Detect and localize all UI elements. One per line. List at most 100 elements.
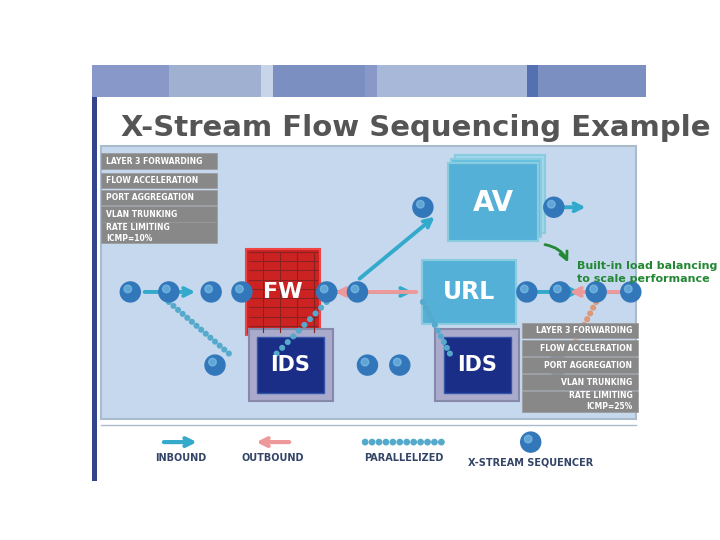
Circle shape — [436, 328, 440, 333]
Circle shape — [185, 315, 189, 320]
Circle shape — [205, 285, 212, 293]
Circle shape — [432, 440, 437, 445]
Circle shape — [361, 359, 369, 366]
Circle shape — [319, 306, 323, 310]
Circle shape — [369, 440, 375, 445]
Circle shape — [199, 327, 204, 332]
Text: X-Stream Flow Sequencing Example: X-Stream Flow Sequencing Example — [121, 114, 711, 142]
Circle shape — [351, 285, 359, 293]
Circle shape — [297, 328, 301, 333]
Circle shape — [420, 300, 426, 304]
Circle shape — [313, 311, 318, 316]
FancyBboxPatch shape — [257, 338, 324, 393]
Text: FLOW ACCELERATION: FLOW ACCELERATION — [107, 176, 199, 185]
Text: AV: AV — [473, 190, 514, 218]
FancyBboxPatch shape — [92, 65, 168, 97]
FancyBboxPatch shape — [539, 65, 647, 97]
FancyBboxPatch shape — [448, 163, 538, 241]
Circle shape — [586, 282, 606, 302]
Circle shape — [417, 200, 424, 208]
FancyBboxPatch shape — [101, 146, 636, 419]
Circle shape — [176, 308, 180, 312]
Circle shape — [235, 285, 243, 293]
Circle shape — [124, 285, 132, 293]
Circle shape — [212, 339, 217, 344]
Circle shape — [438, 334, 444, 339]
Circle shape — [621, 282, 641, 302]
Circle shape — [324, 300, 329, 304]
Circle shape — [594, 300, 598, 304]
Circle shape — [585, 317, 590, 321]
Circle shape — [579, 328, 583, 333]
Circle shape — [274, 351, 279, 356]
FancyBboxPatch shape — [101, 173, 217, 188]
Circle shape — [377, 440, 382, 445]
Circle shape — [163, 285, 170, 293]
FancyBboxPatch shape — [451, 159, 541, 237]
Circle shape — [425, 440, 431, 445]
Circle shape — [426, 311, 431, 316]
Text: IDS: IDS — [271, 355, 310, 375]
Circle shape — [159, 282, 179, 302]
FancyBboxPatch shape — [261, 65, 273, 97]
FancyBboxPatch shape — [377, 65, 527, 97]
Circle shape — [180, 312, 185, 316]
Circle shape — [189, 320, 194, 324]
Circle shape — [362, 440, 368, 445]
FancyBboxPatch shape — [101, 190, 217, 205]
Circle shape — [433, 322, 437, 327]
FancyBboxPatch shape — [101, 206, 217, 222]
FancyBboxPatch shape — [422, 260, 516, 323]
Circle shape — [394, 359, 401, 366]
Circle shape — [624, 285, 632, 293]
Circle shape — [548, 355, 567, 375]
Circle shape — [418, 440, 423, 445]
Circle shape — [194, 323, 199, 328]
Circle shape — [166, 300, 171, 304]
Circle shape — [552, 359, 559, 366]
FancyBboxPatch shape — [168, 65, 261, 97]
FancyBboxPatch shape — [527, 65, 539, 97]
Circle shape — [591, 306, 595, 310]
Circle shape — [448, 351, 452, 356]
Circle shape — [302, 322, 307, 327]
Text: Built-in load balancing
to scale performance: Built-in load balancing to scale perform… — [577, 261, 717, 285]
Circle shape — [521, 432, 541, 452]
Circle shape — [521, 285, 528, 293]
Text: FW: FW — [263, 282, 302, 302]
Circle shape — [317, 282, 337, 302]
FancyBboxPatch shape — [444, 338, 510, 393]
Circle shape — [517, 282, 537, 302]
Circle shape — [209, 359, 216, 366]
Text: INBOUND: INBOUND — [155, 453, 206, 463]
FancyArrowPatch shape — [545, 245, 567, 260]
Circle shape — [320, 285, 328, 293]
Circle shape — [205, 355, 225, 375]
Circle shape — [222, 347, 227, 352]
Text: RATE LIMITING
ICMP=10%: RATE LIMITING ICMP=10% — [107, 222, 170, 242]
Text: LAYER 3 FORWARDING: LAYER 3 FORWARDING — [536, 326, 632, 335]
Text: VLAN TRUNKING: VLAN TRUNKING — [561, 377, 632, 387]
FancyBboxPatch shape — [522, 340, 638, 356]
Circle shape — [444, 346, 449, 350]
Circle shape — [204, 332, 208, 336]
Circle shape — [423, 306, 428, 310]
Circle shape — [357, 355, 377, 375]
Circle shape — [280, 346, 284, 350]
Circle shape — [413, 197, 433, 217]
Circle shape — [227, 351, 231, 356]
FancyBboxPatch shape — [246, 249, 320, 335]
Circle shape — [217, 343, 222, 348]
Text: VLAN TRUNKING: VLAN TRUNKING — [107, 210, 178, 219]
Text: IDS: IDS — [457, 355, 497, 375]
Circle shape — [307, 317, 312, 321]
Circle shape — [201, 282, 221, 302]
Text: RATE LIMITING
ICMP=25%: RATE LIMITING ICMP=25% — [569, 392, 632, 411]
Circle shape — [544, 197, 564, 217]
FancyBboxPatch shape — [455, 155, 545, 233]
FancyBboxPatch shape — [522, 357, 638, 373]
Circle shape — [547, 200, 555, 208]
FancyBboxPatch shape — [522, 374, 638, 390]
FancyBboxPatch shape — [435, 329, 519, 401]
FancyBboxPatch shape — [249, 329, 333, 401]
